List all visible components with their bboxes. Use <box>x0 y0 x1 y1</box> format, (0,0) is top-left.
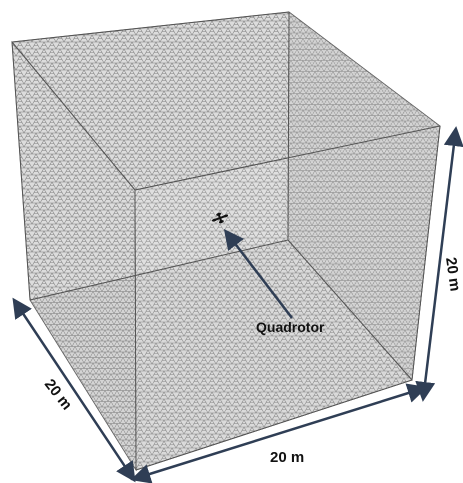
mesh-edge <box>134 125 441 191</box>
mesh-edge <box>11 41 31 301</box>
mesh-edge <box>11 11 290 43</box>
quadrotor-icon <box>211 212 229 224</box>
mesh-box <box>11 11 441 472</box>
mesh-edge <box>29 239 289 301</box>
height-dimension-label: 20 m <box>442 256 463 292</box>
height-dimension-arrow <box>415 126 463 402</box>
mesh-edge <box>287 11 290 241</box>
mesh-edge <box>11 41 136 191</box>
quadrotor-callout-arrow <box>223 229 293 319</box>
depth-dimension-label: 20 m <box>41 376 75 413</box>
depth-dimension-arrow <box>12 297 136 483</box>
width-dimension-arrow <box>130 383 428 483</box>
quadrotor-label: Quadrotor <box>256 319 325 335</box>
width-dimension-label: 20 m <box>270 449 304 466</box>
mesh-edge <box>287 239 413 381</box>
